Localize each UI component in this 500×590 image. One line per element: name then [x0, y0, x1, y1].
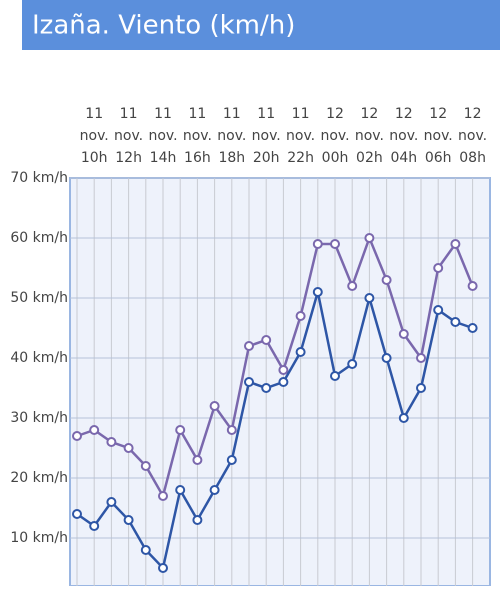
x-tick-label: 11 nov. 16h: [183, 106, 212, 166]
point: [433, 305, 444, 315]
point: [381, 353, 392, 363]
point: [364, 233, 375, 243]
y-tick-label: 10 km/h: [10, 530, 68, 546]
point: [295, 347, 306, 357]
point: [244, 377, 254, 387]
point: [175, 485, 186, 495]
point: [106, 497, 117, 507]
point: [416, 353, 426, 363]
point: [123, 515, 134, 525]
point: [158, 563, 168, 573]
y-tick-label: 20 km/h: [10, 470, 68, 486]
point: [433, 263, 444, 273]
y-tick-label: 70 km/h: [10, 170, 68, 186]
point: [450, 239, 461, 249]
point: [140, 461, 151, 471]
title-bar: [22, 0, 500, 50]
point: [467, 281, 478, 291]
x-tick-label: 12 nov. 02h: [355, 106, 384, 166]
point: [72, 431, 82, 441]
x-tick-label: 11 nov. 14h: [148, 106, 177, 166]
point: [278, 377, 289, 387]
point: [398, 413, 409, 423]
point: [226, 455, 237, 465]
point: [158, 491, 168, 501]
point: [175, 425, 186, 435]
x-tick-label: 11 nov. 12h: [114, 106, 143, 166]
y-tick-label: 30 km/h: [10, 410, 68, 426]
x-tick-label: 12 nov. 04h: [389, 106, 418, 166]
line: [76, 291, 474, 571]
point: [364, 293, 375, 303]
point: [450, 317, 461, 327]
chart-title: Izaña. Viento (km/h): [32, 11, 295, 41]
x-tick-label: 11 nov. 18h: [217, 106, 246, 166]
point: [123, 443, 134, 453]
y-tick-label: 40 km/h: [10, 350, 68, 366]
point: [347, 359, 358, 369]
point: [312, 287, 323, 297]
point: [192, 455, 203, 465]
point: [226, 425, 237, 435]
point: [295, 311, 306, 321]
point: [467, 323, 478, 333]
point: [89, 425, 100, 435]
y-tick-label: 60 km/h: [10, 230, 68, 246]
point: [347, 281, 358, 291]
point: [192, 515, 203, 525]
x-tick-label: 11 nov. 10h: [80, 106, 109, 166]
x-tick-label: 12 nov. 08h: [458, 106, 487, 166]
point: [261, 335, 272, 345]
x-tick-label: 11 nov. 20h: [252, 106, 281, 166]
x-tick-label: 12 nov. 06h: [424, 106, 453, 166]
point: [244, 341, 254, 351]
point: [140, 545, 151, 555]
point: [261, 383, 272, 393]
x-tick-label: 12 nov. 00h: [320, 106, 349, 166]
point: [330, 239, 340, 249]
point: [209, 485, 220, 495]
point: [106, 437, 117, 447]
point: [209, 401, 220, 411]
point: [89, 521, 100, 531]
y-tick-label: 50 km/h: [10, 290, 68, 306]
point: [398, 329, 409, 339]
point: [330, 371, 340, 381]
point: [278, 365, 289, 375]
point: [72, 509, 82, 519]
point: [312, 239, 323, 249]
x-tick-label: 11 nov. 22h: [286, 106, 315, 166]
point: [381, 275, 392, 285]
point: [416, 383, 426, 393]
